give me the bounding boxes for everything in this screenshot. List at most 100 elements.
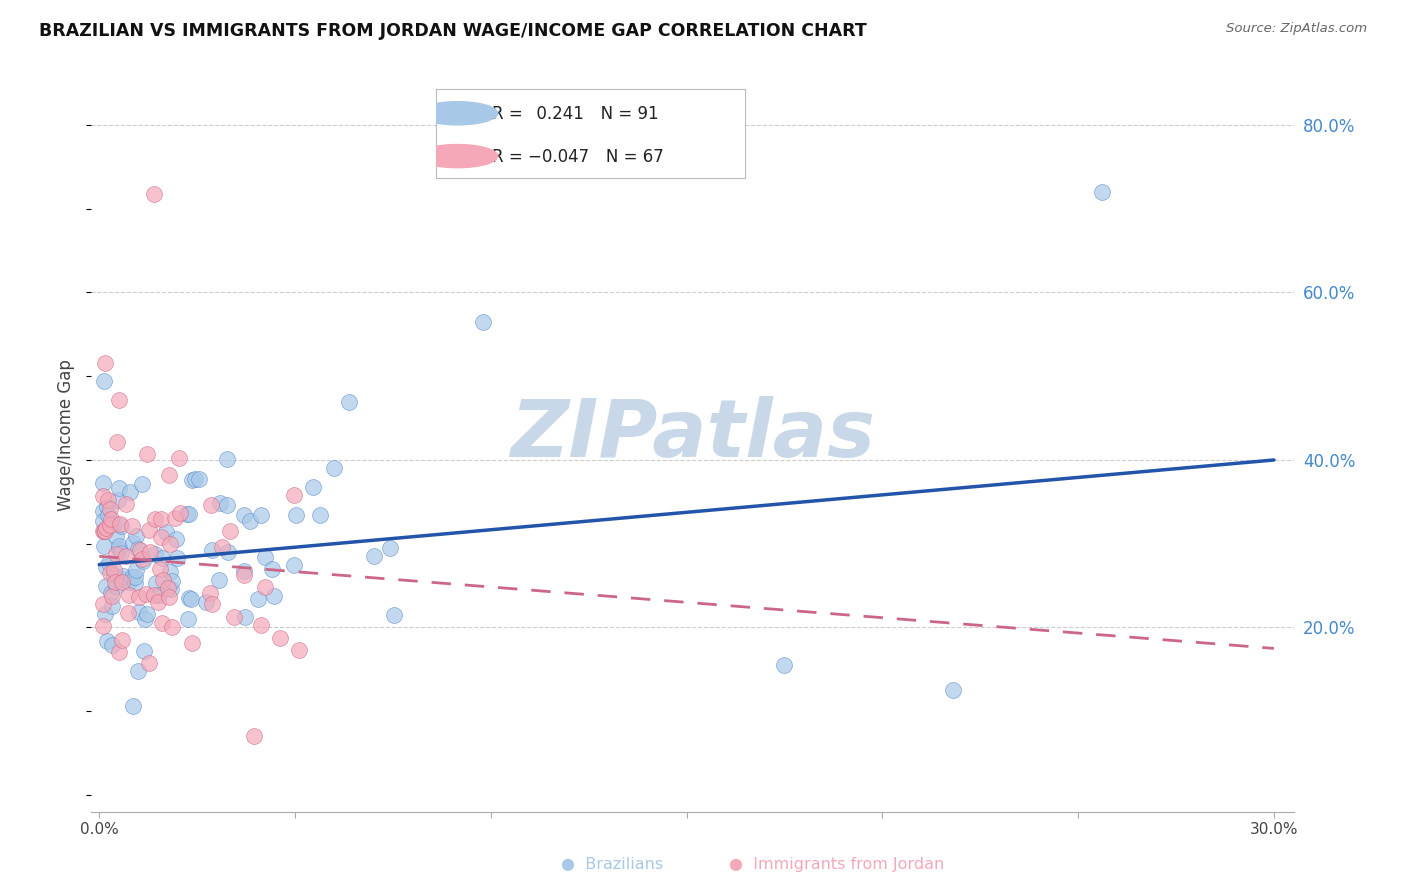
Point	[125, 563, 148, 577]
Point	[219, 524, 242, 539]
Point	[232, 567, 254, 582]
Point	[200, 498, 222, 512]
Text: ●  Immigrants from Jordan: ● Immigrants from Jordan	[728, 857, 945, 872]
Point	[200, 585, 222, 599]
Text: ZIPatlas: ZIPatlas	[510, 396, 875, 474]
Point	[179, 507, 201, 521]
Point	[149, 531, 172, 545]
Point	[100, 512, 122, 526]
Point	[160, 574, 183, 588]
Point	[91, 475, 114, 490]
Point	[100, 585, 122, 599]
Point	[94, 521, 117, 535]
Point	[94, 356, 117, 370]
Point	[117, 607, 139, 621]
Point	[169, 506, 191, 520]
Point	[136, 607, 159, 621]
Point	[146, 595, 169, 609]
Point	[103, 567, 125, 582]
Point	[160, 582, 183, 596]
Point	[177, 612, 200, 626]
Point	[260, 562, 283, 576]
Point	[215, 452, 238, 467]
Point	[94, 524, 117, 538]
Point	[157, 581, 180, 595]
Point	[103, 516, 125, 530]
Point	[117, 588, 139, 602]
Point	[124, 575, 146, 590]
Point	[208, 496, 231, 510]
Point	[94, 607, 117, 622]
Point	[94, 579, 117, 593]
Point	[124, 570, 146, 584]
Text: Source: ZipAtlas.com: Source: ZipAtlas.com	[1226, 22, 1367, 36]
Text: R = −0.047  N = 67: R = −0.047 N = 67	[492, 148, 664, 166]
Point	[233, 508, 256, 523]
Point	[131, 554, 153, 568]
Point	[201, 597, 224, 611]
Point	[165, 532, 187, 546]
Point	[217, 545, 239, 559]
Point	[110, 519, 132, 533]
Text: ●  Brazilians: ● Brazilians	[561, 857, 662, 872]
Point	[111, 575, 134, 590]
Point	[217, 498, 239, 512]
Point	[101, 590, 124, 604]
Point	[773, 658, 796, 673]
Point	[201, 542, 224, 557]
Point	[143, 512, 166, 526]
Point	[208, 573, 231, 587]
Point	[181, 635, 204, 649]
Circle shape	[418, 145, 498, 168]
Point	[131, 477, 153, 491]
Point	[253, 580, 276, 594]
Point	[157, 468, 180, 483]
Point	[263, 589, 285, 603]
Point	[138, 523, 160, 537]
Point	[308, 508, 330, 522]
Point	[143, 547, 166, 561]
Point	[382, 607, 405, 622]
Point	[184, 472, 207, 486]
Point	[121, 570, 143, 584]
Point	[129, 542, 152, 557]
Point	[120, 485, 142, 500]
Point	[138, 657, 160, 671]
Point	[187, 472, 209, 486]
Point	[93, 539, 115, 553]
Point	[166, 550, 188, 565]
Point	[285, 508, 308, 523]
Point	[194, 595, 217, 609]
Point	[472, 315, 495, 329]
Point	[222, 610, 245, 624]
Point	[152, 573, 174, 587]
Point	[101, 599, 124, 614]
Point	[110, 632, 132, 647]
Point	[121, 518, 143, 533]
Point	[96, 500, 118, 515]
Point	[105, 434, 128, 449]
Point	[143, 588, 166, 602]
Circle shape	[418, 102, 498, 125]
Point	[283, 488, 305, 502]
Point	[104, 579, 127, 593]
Point	[167, 451, 190, 466]
Point	[108, 539, 131, 553]
Point	[148, 588, 170, 602]
Point	[104, 547, 127, 561]
Point	[108, 541, 131, 556]
Point	[363, 549, 385, 563]
Point	[93, 524, 115, 538]
Point	[98, 566, 121, 581]
Point	[91, 524, 114, 538]
Point	[1091, 185, 1114, 199]
Point	[145, 575, 167, 590]
Point	[91, 619, 114, 633]
Point	[150, 512, 173, 526]
Point	[96, 634, 118, 648]
Point	[149, 561, 172, 575]
Point	[246, 592, 269, 607]
Point	[136, 447, 159, 461]
Point	[94, 560, 117, 574]
Point	[91, 489, 114, 503]
